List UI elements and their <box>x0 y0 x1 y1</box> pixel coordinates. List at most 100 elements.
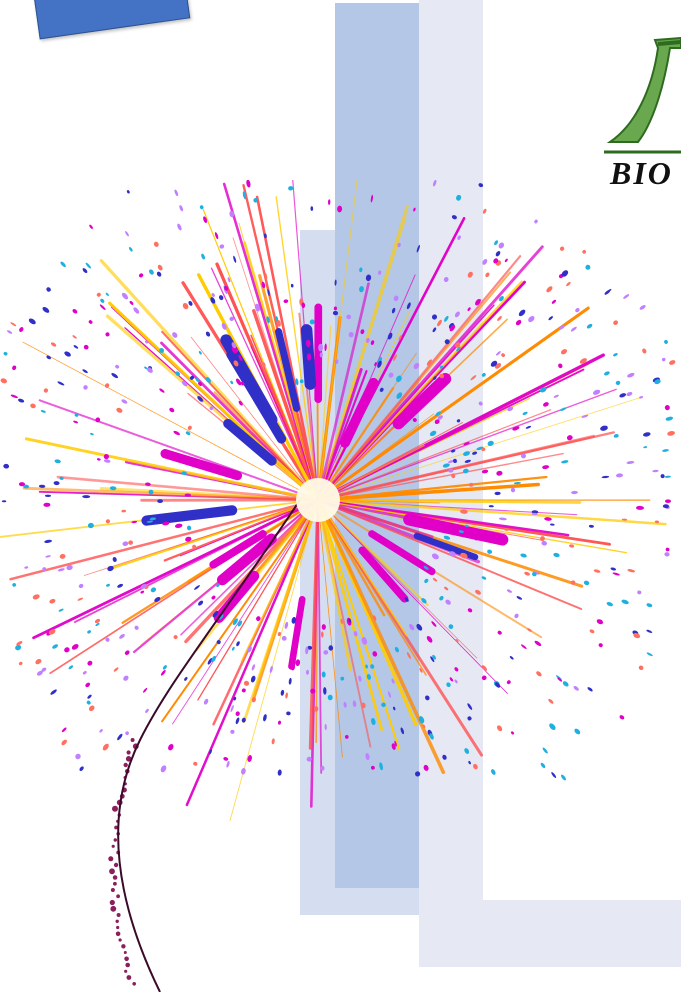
firework-spark <box>665 547 670 552</box>
firework-spark <box>456 346 461 352</box>
firework-spark <box>221 323 227 330</box>
firework-spark <box>358 675 362 682</box>
firework-spark <box>18 398 25 403</box>
firework-spark <box>470 375 477 381</box>
firework-spark <box>236 641 240 647</box>
firework-spark <box>439 595 444 601</box>
firework-spark <box>454 342 461 348</box>
firework-ray <box>317 452 564 501</box>
firework-spark <box>43 502 51 507</box>
firework-spark <box>559 246 565 251</box>
firework-spark <box>445 599 451 605</box>
firework-spark <box>421 598 427 604</box>
firework-ray <box>316 282 370 502</box>
firework-spark <box>82 268 88 274</box>
firework-spark <box>73 345 79 349</box>
firework-ray <box>38 399 319 501</box>
firework-spark <box>261 281 266 289</box>
firework-spark <box>40 410 46 413</box>
firework-spark <box>157 264 163 271</box>
firework-ray <box>240 499 319 663</box>
firework-trail-spark <box>124 969 128 973</box>
firework-spark <box>449 677 454 682</box>
firework-spark <box>150 587 157 593</box>
firework-spark <box>454 667 459 672</box>
firework-spark <box>474 536 479 541</box>
firework-spark <box>1 500 7 503</box>
firework-ray <box>317 409 552 501</box>
firework-ray <box>316 498 353 673</box>
firework-ray <box>316 482 540 502</box>
firework-spark <box>646 603 653 608</box>
firework-spark <box>209 749 213 755</box>
firework-spark <box>88 705 95 712</box>
firework-spark <box>85 682 91 688</box>
firework-spark <box>159 388 165 393</box>
firework-trail-spark <box>126 750 131 755</box>
firework-spark <box>107 565 114 572</box>
firework-spark <box>299 379 304 384</box>
firework-ray <box>9 498 320 581</box>
firework-ray <box>22 486 320 502</box>
firework-spark <box>12 583 17 587</box>
firework-spark <box>451 449 456 453</box>
firework-spark <box>409 623 415 631</box>
firework-spark <box>515 319 522 326</box>
firework-spark <box>381 702 386 708</box>
firework-spark <box>467 716 472 721</box>
firework-spark <box>186 525 192 531</box>
firework-spark <box>444 586 449 591</box>
firework-spark <box>12 365 17 371</box>
firework-spark <box>18 661 23 666</box>
firework-spark <box>546 286 553 293</box>
firework-spark <box>15 644 22 651</box>
firework-spark <box>184 676 188 681</box>
firework-spark <box>233 255 237 263</box>
firework-spark <box>616 473 623 478</box>
firework-spark <box>543 402 549 407</box>
firework-spark <box>379 387 384 392</box>
firework-spark <box>451 215 457 220</box>
firework-spark <box>64 351 71 357</box>
firework-spark <box>83 344 89 350</box>
firework-spark <box>32 594 40 600</box>
firework-ray <box>317 304 495 501</box>
firework-spark <box>231 646 235 651</box>
firework-spark <box>271 738 275 745</box>
firework-spark <box>7 330 13 334</box>
firework-spark <box>370 340 375 345</box>
firework-spark <box>506 589 512 593</box>
firework-spark <box>426 635 433 643</box>
firework-spark <box>193 761 198 766</box>
firework-spark <box>216 583 220 588</box>
firework-ray <box>316 475 548 502</box>
firework-spark <box>179 205 184 212</box>
firework-spark <box>198 381 203 386</box>
firework-spark <box>232 618 238 626</box>
firework-trail-spark <box>115 931 121 937</box>
firework-spark <box>520 644 527 649</box>
firework-spark <box>109 486 117 491</box>
firework-spark <box>87 660 93 666</box>
firework-ray <box>316 306 590 502</box>
firework-spark <box>464 748 470 754</box>
firework-spark <box>586 323 593 329</box>
firework-spark <box>247 755 252 762</box>
firework-spark <box>105 332 110 337</box>
firework-spark <box>544 517 552 521</box>
firework-spark <box>457 235 461 240</box>
firework-spark <box>654 520 659 524</box>
firework-spark <box>464 459 471 463</box>
firework-spark <box>551 772 557 778</box>
firework-spark <box>467 271 473 278</box>
firework-ray <box>316 498 570 537</box>
firework-ray <box>317 499 429 606</box>
firework-spark <box>181 471 187 476</box>
firework-spark <box>613 434 619 438</box>
firework-burst <box>0 180 676 992</box>
firework-spark <box>19 327 24 332</box>
firework-spark <box>256 616 261 622</box>
firework-spark <box>327 199 331 205</box>
firework-ray <box>190 336 319 501</box>
firework-spark <box>309 319 315 325</box>
